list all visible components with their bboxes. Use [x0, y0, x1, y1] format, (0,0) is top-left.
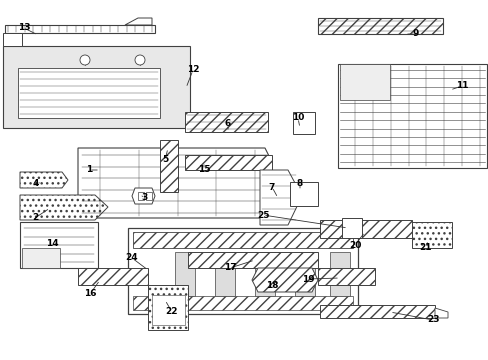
- Polygon shape: [434, 308, 447, 318]
- Polygon shape: [20, 222, 98, 268]
- Text: 4: 4: [33, 180, 39, 189]
- Polygon shape: [289, 182, 317, 206]
- Polygon shape: [251, 268, 317, 292]
- Polygon shape: [254, 252, 274, 296]
- Polygon shape: [22, 248, 60, 268]
- Polygon shape: [187, 252, 317, 268]
- Polygon shape: [411, 222, 451, 248]
- Polygon shape: [78, 148, 271, 218]
- Text: 21: 21: [419, 243, 431, 252]
- Polygon shape: [317, 18, 442, 34]
- Text: 5: 5: [162, 156, 168, 165]
- Text: 22: 22: [165, 307, 178, 316]
- Text: 19: 19: [301, 274, 314, 284]
- Polygon shape: [184, 112, 267, 132]
- Text: 14: 14: [45, 239, 58, 248]
- Text: 9: 9: [412, 30, 418, 39]
- Text: 7: 7: [268, 183, 275, 192]
- Polygon shape: [20, 195, 108, 220]
- Text: 16: 16: [83, 289, 96, 298]
- Text: 12: 12: [186, 66, 199, 75]
- Polygon shape: [341, 218, 361, 238]
- Polygon shape: [3, 46, 190, 128]
- Polygon shape: [20, 172, 68, 188]
- Polygon shape: [78, 268, 148, 285]
- Text: 17: 17: [223, 264, 236, 273]
- Polygon shape: [319, 220, 411, 238]
- Text: 23: 23: [426, 315, 438, 324]
- Circle shape: [135, 55, 145, 65]
- Polygon shape: [5, 25, 155, 33]
- Polygon shape: [132, 188, 155, 204]
- Text: 15: 15: [197, 166, 210, 175]
- Polygon shape: [317, 268, 374, 285]
- Polygon shape: [146, 192, 152, 200]
- Polygon shape: [133, 296, 352, 310]
- Text: 25: 25: [256, 211, 269, 220]
- Polygon shape: [294, 252, 314, 296]
- Text: 11: 11: [455, 81, 468, 90]
- Polygon shape: [152, 295, 184, 325]
- Polygon shape: [260, 170, 302, 225]
- Text: 18: 18: [265, 282, 278, 291]
- Polygon shape: [339, 64, 389, 100]
- Text: 20: 20: [348, 240, 361, 249]
- Text: 6: 6: [224, 120, 231, 129]
- Polygon shape: [138, 192, 143, 200]
- Polygon shape: [3, 33, 22, 46]
- Polygon shape: [337, 64, 486, 168]
- Text: 1: 1: [86, 166, 92, 175]
- Polygon shape: [133, 232, 352, 248]
- Text: 3: 3: [142, 194, 148, 202]
- Circle shape: [80, 55, 90, 65]
- Polygon shape: [215, 252, 235, 296]
- Text: 2: 2: [32, 213, 38, 222]
- Polygon shape: [148, 285, 187, 330]
- Polygon shape: [292, 112, 314, 134]
- Polygon shape: [184, 155, 271, 170]
- Polygon shape: [160, 140, 178, 192]
- Text: 13: 13: [18, 23, 30, 32]
- Polygon shape: [175, 252, 195, 296]
- Polygon shape: [319, 305, 434, 318]
- Polygon shape: [128, 228, 357, 314]
- Text: 24: 24: [125, 253, 138, 262]
- Polygon shape: [18, 68, 160, 118]
- Text: 10: 10: [291, 113, 304, 122]
- Text: 8: 8: [296, 179, 303, 188]
- Polygon shape: [329, 252, 349, 296]
- Polygon shape: [125, 18, 152, 25]
